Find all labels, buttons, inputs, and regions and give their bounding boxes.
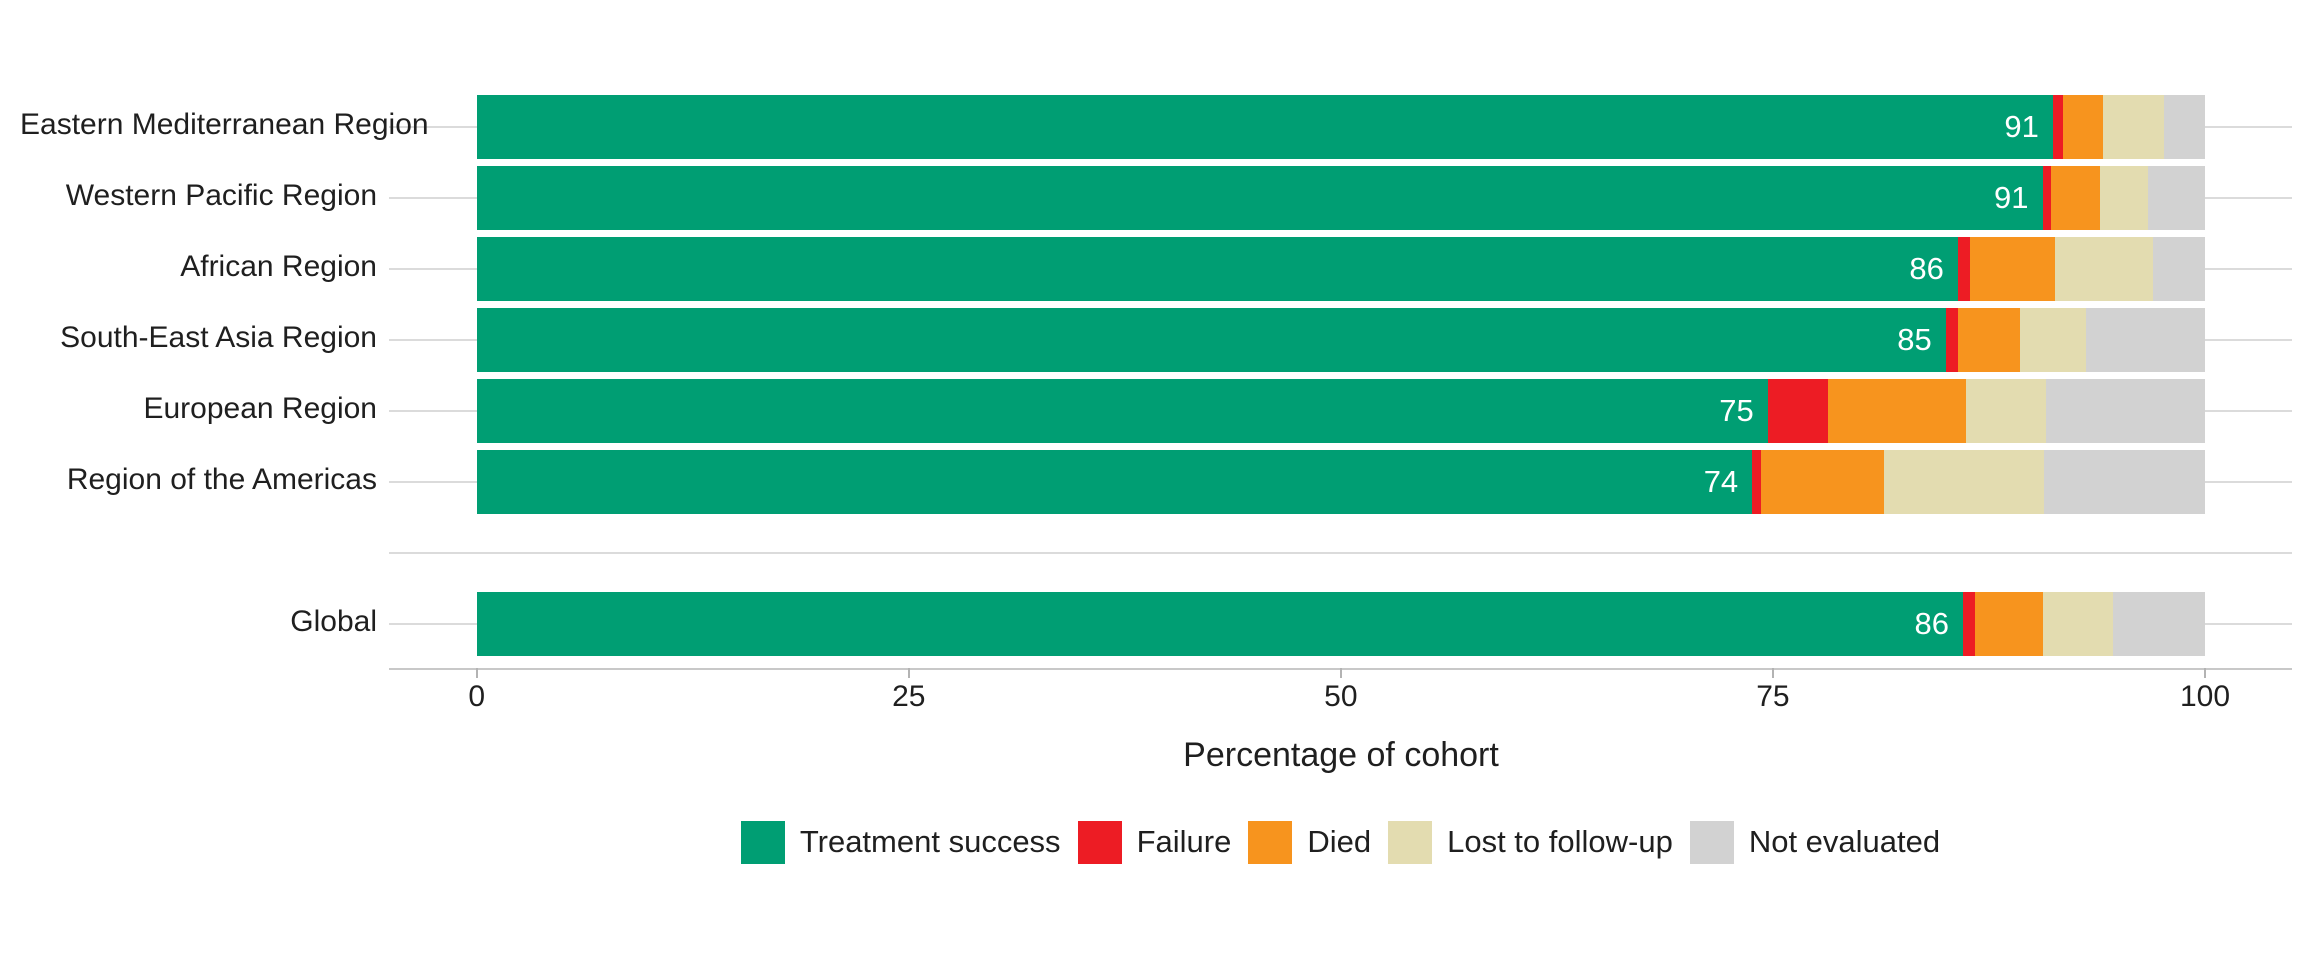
bar-segment-african-region-treatment-success bbox=[476, 237, 1958, 301]
bar-segment-south-east-asia-region-treatment-success bbox=[476, 308, 1946, 372]
x-axis-tick-label-0: 0 bbox=[468, 680, 486, 713]
value-label-global: 86 bbox=[1914, 606, 1950, 641]
bar-segment-global-died bbox=[1975, 592, 2043, 656]
value-label-european-region: 75 bbox=[1719, 393, 1754, 428]
bar-segment-region-of-the-americas-not-evaluated bbox=[2044, 450, 2205, 514]
x-axis-tick-label-50: 50 bbox=[1324, 680, 1358, 713]
bar-segment-south-east-asia-region-died bbox=[1957, 308, 2021, 372]
category-label-region-of-the-americas: Region of the Americas bbox=[66, 463, 377, 496]
value-label-eastern-mediterranean-region: 91 bbox=[2004, 109, 2039, 144]
bar-segment-eastern-mediterranean-region-failure bbox=[2052, 95, 2064, 159]
bar-segment-south-east-asia-region-lost-to-follow-up bbox=[2020, 308, 2086, 372]
bar-segment-global-lost-to-follow-up bbox=[2042, 592, 2114, 656]
x-axis-tick-25 bbox=[907, 668, 910, 678]
bar-segment-region-of-the-americas-died bbox=[1760, 450, 1884, 514]
bar-segment-global-not-evaluated bbox=[2113, 592, 2205, 656]
legend-item-treatment-success: Treatment success bbox=[740, 820, 1061, 864]
bar-segment-western-pacific-region-failure bbox=[2042, 166, 2052, 230]
legend-item-died: Died bbox=[1248, 820, 1372, 864]
bar-segment-western-pacific-region-lost-to-follow-up bbox=[2099, 166, 2148, 230]
legend-label-lost-to-follow-up: Lost to follow-up bbox=[1447, 824, 1673, 859]
bar-segment-eastern-mediterranean-region-lost-to-follow-up bbox=[2103, 95, 2164, 159]
bar-segment-region-of-the-americas-failure bbox=[1752, 450, 1761, 514]
legend-label-treatment-success: Treatment success bbox=[799, 824, 1061, 859]
legend-item-lost-to-follow-up: Lost to follow-up bbox=[1388, 820, 1673, 864]
category-label-european-region: European Region bbox=[143, 392, 377, 425]
legend-label-failure: Failure bbox=[1136, 824, 1232, 859]
bar-segment-african-region-not-evaluated bbox=[2153, 237, 2205, 301]
legend-label-not-evaluated: Not evaluated bbox=[1748, 824, 1941, 859]
bar-segment-western-pacific-region-not-evaluated bbox=[2147, 166, 2205, 230]
category-label-african-region: African Region bbox=[180, 250, 377, 283]
category-label-global: Global bbox=[290, 605, 377, 638]
x-axis-tick-75 bbox=[1771, 668, 1774, 678]
legend-swatch-failure bbox=[1077, 820, 1122, 864]
bar-segment-african-region-died bbox=[1969, 237, 2055, 301]
x-axis-title: Percentage of cohort bbox=[1183, 736, 1499, 774]
value-label-region-of-the-americas: 74 bbox=[1703, 464, 1739, 499]
bar-segment-european-region-failure bbox=[1767, 379, 1829, 443]
bar-segment-western-pacific-region-died bbox=[2051, 166, 2100, 230]
category-label-eastern-mediterranean-region: Eastern Mediterranean Region bbox=[20, 108, 429, 141]
x-axis-tick-50 bbox=[1339, 668, 1342, 678]
bar-segment-european-region-died bbox=[1828, 379, 1967, 443]
bar-segment-african-region-lost-to-follow-up bbox=[2054, 237, 2154, 301]
legend-item-not-evaluated: Not evaluated bbox=[1689, 820, 1941, 864]
x-axis-tick-0 bbox=[475, 668, 478, 678]
bar-segment-south-east-asia-region-failure bbox=[1945, 308, 1958, 372]
category-label-south-east-asia-region: South-East Asia Region bbox=[60, 321, 377, 354]
legend-swatch-died bbox=[1248, 820, 1293, 864]
bar-segment-european-region-lost-to-follow-up bbox=[1966, 379, 2046, 443]
bar-segment-eastern-mediterranean-region-treatment-success bbox=[476, 95, 2053, 159]
bar-segment-region-of-the-americas-lost-to-follow-up bbox=[1883, 450, 2045, 514]
bar-segment-south-east-asia-region-not-evaluated bbox=[2085, 308, 2205, 372]
x-axis-tick-label-100: 100 bbox=[2179, 680, 2231, 713]
bar-segment-eastern-mediterranean-region-died bbox=[2063, 95, 2104, 159]
bar-segment-european-region-treatment-success bbox=[476, 379, 1768, 443]
value-label-african-region: 86 bbox=[1909, 251, 1944, 286]
x-axis-tick-100 bbox=[2204, 668, 2206, 678]
x-axis-tick-label-75: 75 bbox=[1756, 680, 1790, 713]
legend-item-failure: Failure bbox=[1077, 820, 1232, 864]
value-label-south-east-asia-region: 85 bbox=[1897, 322, 1932, 357]
bar-segment-western-pacific-region-treatment-success bbox=[476, 166, 2043, 230]
bar-segment-region-of-the-americas-treatment-success bbox=[476, 450, 1753, 514]
legend-label-died: Died bbox=[1307, 824, 1372, 859]
legend-swatch-treatment-success bbox=[740, 820, 785, 864]
value-label-western-pacific-region: 91 bbox=[1994, 180, 2029, 215]
bar-segment-european-region-not-evaluated bbox=[2045, 379, 2205, 443]
legend-swatch-not-evaluated bbox=[1689, 820, 1734, 864]
legend: Treatment success Failure Died Lost to foll… bbox=[389, 810, 2292, 874]
bar-segment-global-treatment-success bbox=[476, 592, 1964, 656]
bar-segment-global-failure bbox=[1963, 592, 1976, 656]
category-label-western-pacific-region: Western Pacific Region bbox=[65, 179, 377, 212]
legend-swatch-lost-to-follow-up bbox=[1388, 820, 1433, 864]
bar-segment-eastern-mediterranean-region-not-evaluated bbox=[2163, 95, 2205, 159]
x-axis-tick-label-25: 25 bbox=[892, 680, 926, 713]
bar-segment-african-region-failure bbox=[1957, 237, 1970, 301]
gridline-spacer bbox=[389, 552, 2292, 554]
